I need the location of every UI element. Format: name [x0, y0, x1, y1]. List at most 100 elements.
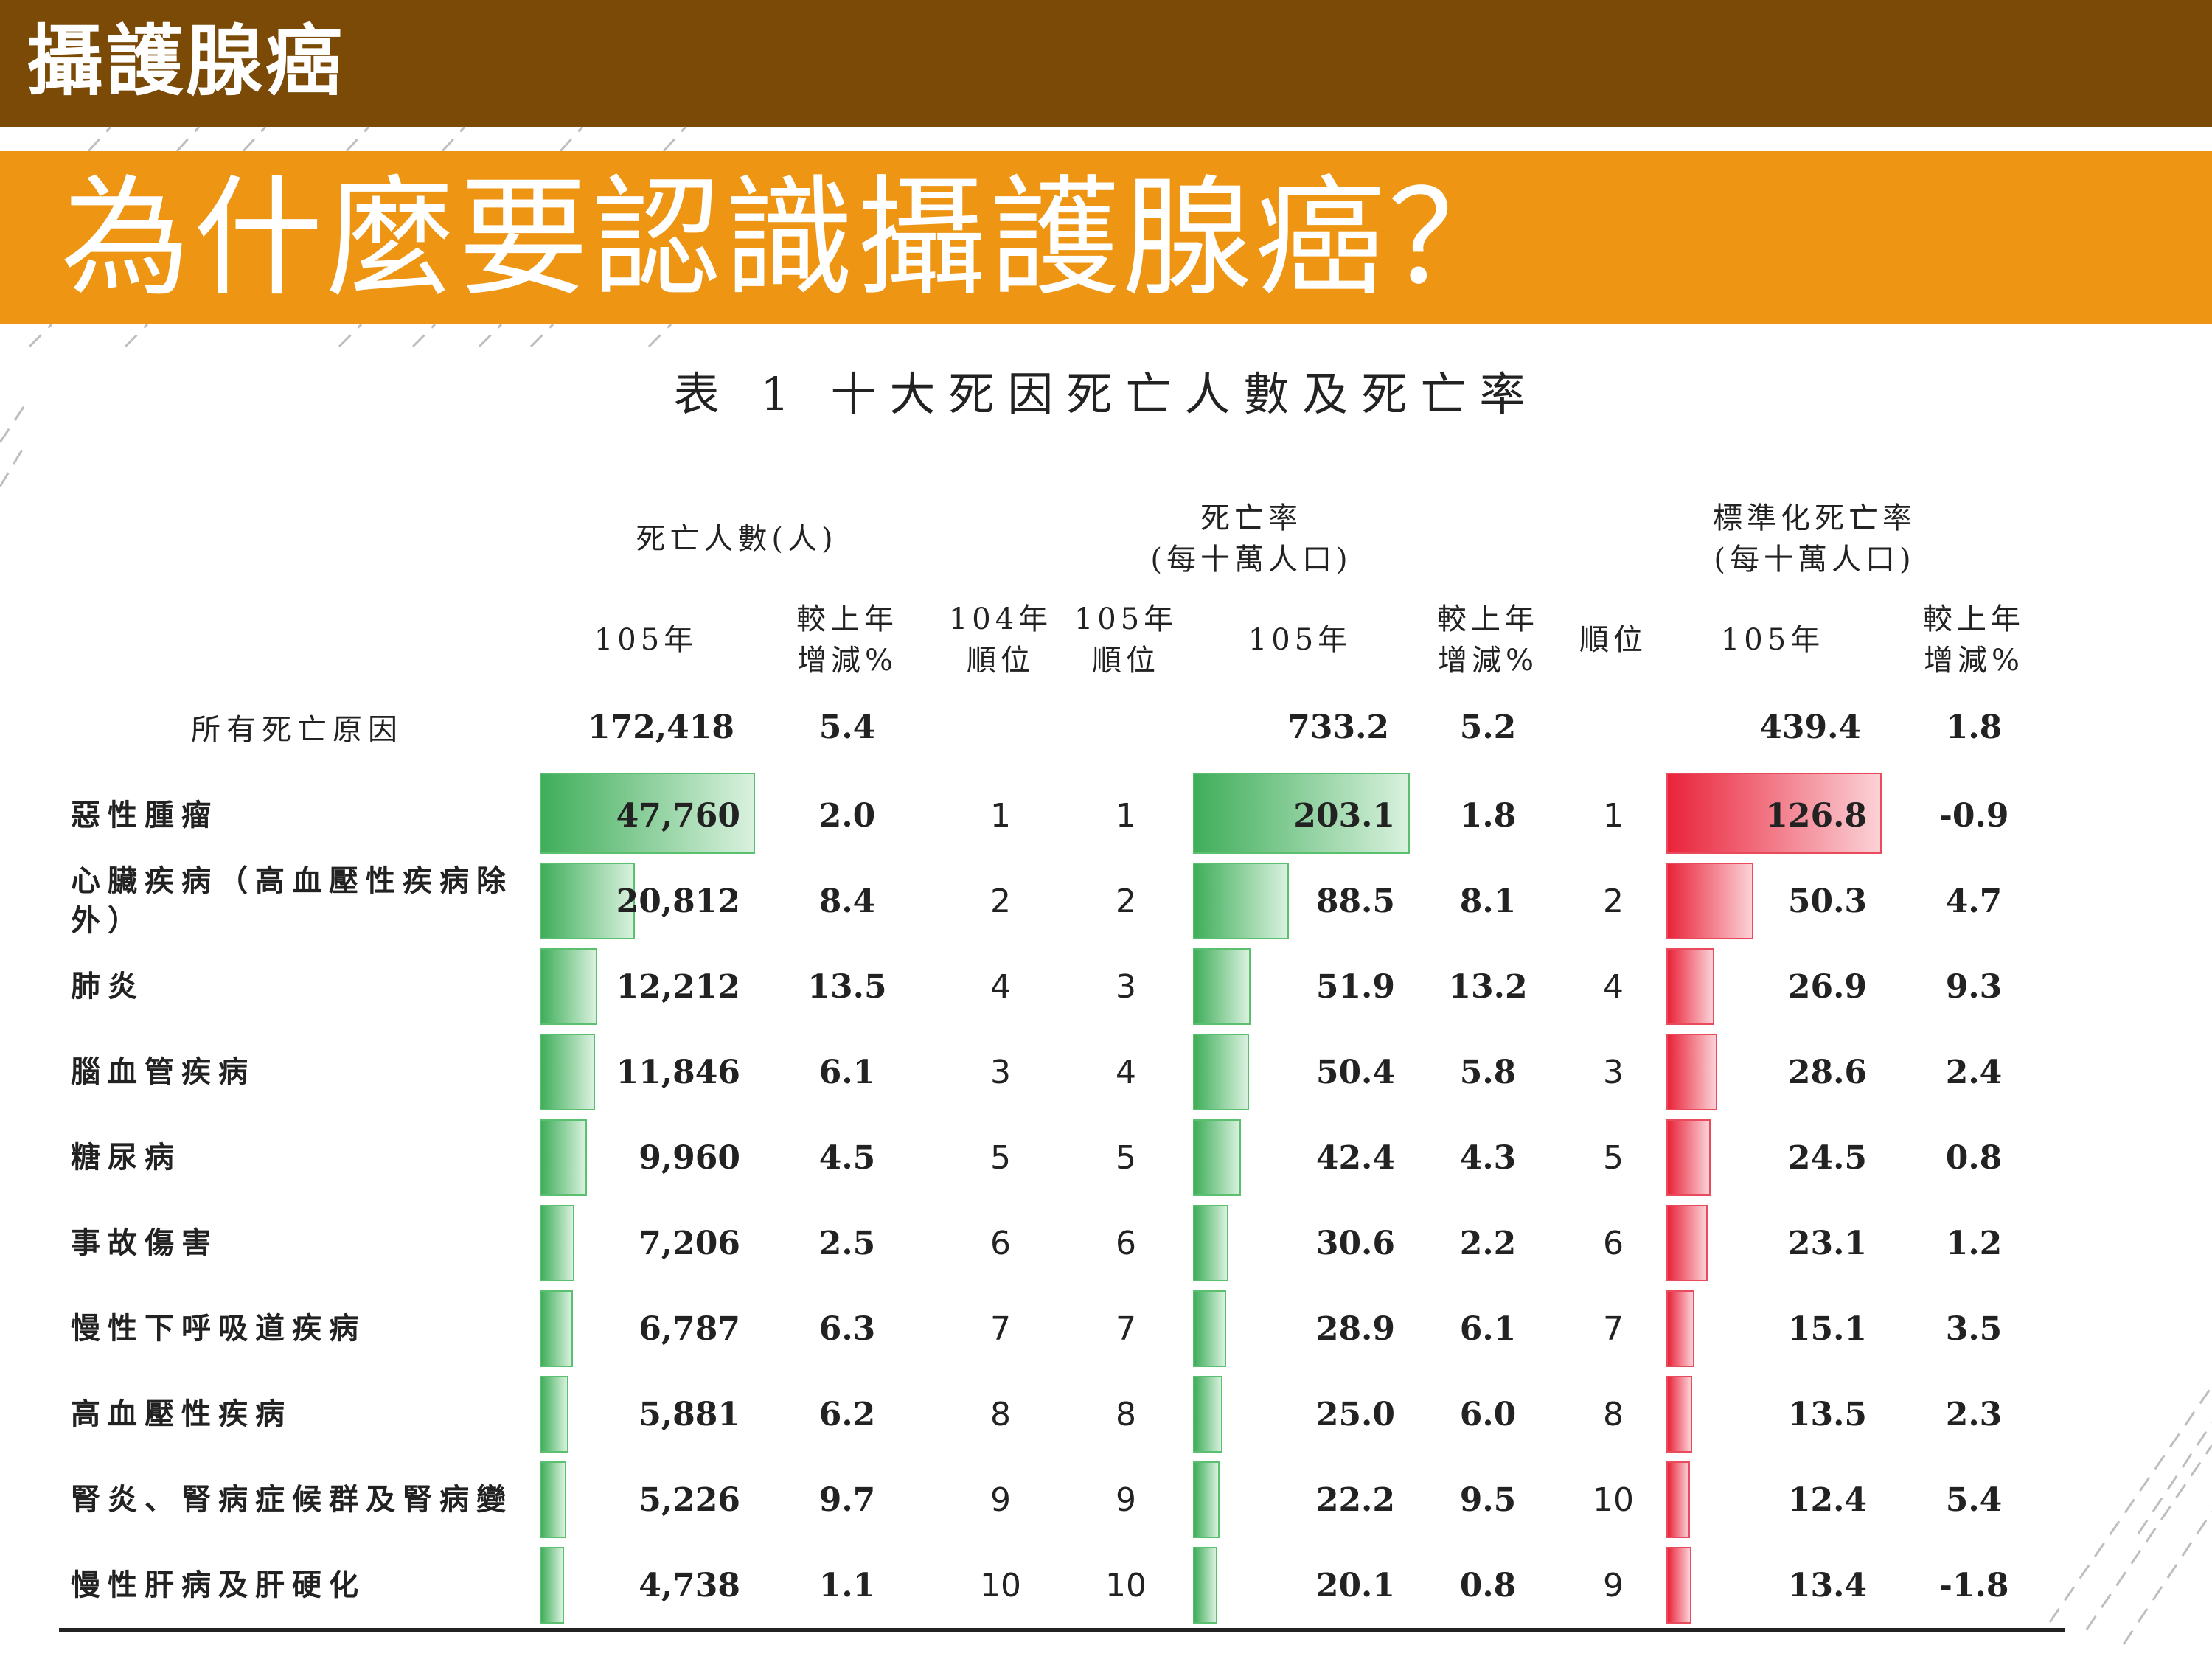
std-change: -0.9: [1938, 796, 2009, 835]
subheader-rank104-line1: 104年: [948, 602, 1053, 636]
table-caption: 表 1 十大死因死亡人數及死亡率: [673, 367, 1539, 421]
cause-name: 慢性肝病及肝硬化: [59, 1543, 535, 1632]
rate-cell: 42.4: [1189, 1115, 1411, 1200]
deaths-value: 5,881: [639, 1395, 740, 1433]
rate-cell: 20.1: [1189, 1543, 1411, 1632]
std-rate-cell: 12.4: [1662, 1457, 1883, 1543]
std-rank: 1: [1603, 796, 1624, 835]
subheader-std-year: 105年: [1720, 622, 1825, 657]
table-row: 心臟疾病（高血壓性疾病除外） 20,812 8.4 2 2 88.5 8.1 2 50.3 4.7: [59, 858, 2065, 944]
std-rate-cell: 13.4: [1662, 1543, 1884, 1632]
cause-rows: 惡性腫瘤 47,760 2.0 1 1 203.1 1.8 1 126.8 -0.9 心臟疾病（高血…: [59, 768, 2065, 1632]
deaths-change: 9.7: [818, 1481, 876, 1519]
deaths-cell: 6,787: [535, 1286, 757, 1371]
deaths-value: 7,206: [639, 1224, 740, 1262]
deaths-value: 4,738: [639, 1566, 740, 1604]
table-row: 腦血管疾病 11,846 6.1 3 4 50.4 5.8 3 28.6 2.4: [59, 1029, 2065, 1115]
subheader-rank105-line2: 順位: [1092, 643, 1160, 678]
deaths-cell: 7,206: [535, 1200, 757, 1286]
rate-change: 1.8: [1459, 796, 1517, 835]
rate-cell: 28.9: [1189, 1286, 1411, 1371]
rate-bar: [1193, 1461, 1220, 1538]
rate-value: 20.1: [1315, 1566, 1395, 1604]
deaths-change: 6.2: [818, 1395, 876, 1433]
rate-value: 28.9: [1315, 1310, 1395, 1348]
table-row: 慢性肝病及肝硬化 4,738 1.1 10 10 20.1 0.8 9 13.4 -1.8: [59, 1543, 2065, 1632]
rank-105: 10: [1063, 1543, 1189, 1632]
subheader-std-change-line1: 較上年: [1923, 602, 2025, 636]
std-rate-value: 26.9: [1787, 967, 1868, 1006]
std-rate-value: 13.4: [1787, 1566, 1868, 1604]
group-rate-line1: 死亡率: [1200, 501, 1303, 535]
subheader-std-change-line2: 增減%: [1924, 643, 2025, 678]
rate-change: 5.8: [1459, 1053, 1517, 1091]
rate-cell: 50.4: [1189, 1029, 1411, 1115]
deaths-bar: [540, 863, 635, 939]
deaths-change: 2.5: [818, 1224, 876, 1262]
std-rate-bar: [1666, 1290, 1695, 1367]
rate-cell: 25.0: [1189, 1371, 1411, 1457]
cause-name: 惡性腫瘤: [71, 798, 218, 832]
rank-105: 9: [1116, 1481, 1136, 1519]
rank-104: 4: [990, 967, 1011, 1006]
rate-change: 2.2: [1459, 1224, 1517, 1262]
deaths-value: 5,226: [639, 1481, 740, 1519]
std-rate-bar: [1666, 1205, 1708, 1281]
deaths-value: 9,960: [639, 1138, 740, 1177]
std-rate-bar: [1666, 1119, 1711, 1196]
death-cause-table: 死亡人數(人) 死亡率 (每十萬人口) 標準化死亡率 (每十萬人口) 105年 …: [59, 484, 2065, 1632]
deaths-cell: 5,226: [535, 1457, 757, 1543]
subheader-rank105-line1: 105年: [1074, 602, 1178, 636]
deaths-change: 2.0: [818, 796, 876, 835]
group-deaths: 死亡人數(人): [636, 522, 838, 556]
deaths-bar: [540, 1547, 564, 1624]
std-rank: 7: [1603, 1310, 1624, 1348]
std-rate-value: 12.4: [1787, 1481, 1868, 1519]
rate-cell: 30.6: [1189, 1200, 1411, 1286]
deaths-cell: 47,760: [535, 768, 757, 858]
rate-change: 8.1: [1459, 882, 1517, 920]
std-rate-cell: 28.6: [1662, 1029, 1883, 1115]
std-rate-value: 126.8: [1765, 796, 1868, 835]
deaths-cell: 11,846: [535, 1029, 757, 1115]
group-std-line2: (每十萬人口): [1714, 543, 1916, 577]
deaths-change: 6.1: [818, 1053, 876, 1091]
deaths-bar: [540, 1290, 573, 1367]
subheader-rate-change-line1: 較上年: [1437, 602, 1540, 636]
std-rank: 5: [1603, 1138, 1624, 1177]
deaths-bar: [540, 1461, 566, 1538]
rank-104: 6: [990, 1224, 1011, 1262]
rate-bar: [1193, 1034, 1249, 1110]
std-rate-value: 23.1: [1787, 1224, 1868, 1262]
deaths-cell: 4,738: [535, 1543, 757, 1632]
rank-104: 3: [990, 1053, 1011, 1091]
rank-104: 7: [990, 1310, 1011, 1348]
rank-105: 5: [1116, 1138, 1136, 1177]
std-rate-bar: [1666, 863, 1754, 939]
subheader-deaths-year: 105年: [594, 622, 698, 657]
total-deaths-change: 5.4: [818, 708, 876, 746]
rate-change: 4.3: [1459, 1138, 1517, 1177]
table-row: 肺炎 12,212 13.5 4 3 51.9 13.2 4 26.9 9.3: [59, 944, 2065, 1029]
rank-104: 2: [990, 882, 1011, 920]
total-rate: 733.2: [1287, 708, 1389, 746]
group-std-rate: 標準化死亡率 (每十萬人口): [1565, 484, 2065, 594]
deaths-cell: 5,881: [535, 1371, 757, 1457]
subheader-deaths-change: 較上年 增減%: [757, 594, 938, 686]
group-rate-line2: (每十萬人口): [1150, 543, 1352, 577]
table-row: 慢性下呼吸道疾病 6,787 6.3 7 7 28.9 6.1 7 15.1 3.5: [59, 1286, 2065, 1371]
std-rate-value: 24.5: [1787, 1138, 1868, 1177]
subheader-rank104-line2: 順位: [967, 643, 1034, 678]
rate-value: 30.6: [1315, 1224, 1395, 1262]
deaths-change: 1.1: [757, 1543, 938, 1632]
std-rate-bar: [1666, 948, 1715, 1025]
rate-bar: [1193, 1119, 1241, 1196]
rank-105: 1: [1116, 796, 1136, 835]
cause-name: 心臟疾病（高血壓性疾病除外）: [71, 863, 513, 938]
deaths-value: 11,846: [616, 1053, 740, 1091]
cause-name: 腦血管疾病: [71, 1054, 255, 1089]
rate-value: 42.4: [1315, 1138, 1395, 1177]
subheader-deaths-change-line2: 增減%: [796, 643, 897, 678]
std-rank: 9: [1565, 1543, 1663, 1632]
rank-104: 8: [990, 1395, 1011, 1433]
